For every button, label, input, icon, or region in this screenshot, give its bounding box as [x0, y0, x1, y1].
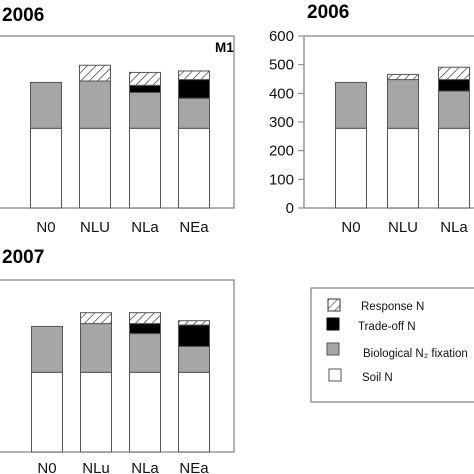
legend-label-response: Response N — [361, 301, 424, 313]
bar-segment-bio — [129, 333, 161, 373]
bar-segment-response — [178, 320, 210, 326]
panel-1-plot-frame — [0, 35, 235, 209]
panel-3-x-tick-label: NEa — [179, 460, 209, 474]
bar-segment-soil — [129, 371, 161, 453]
legend: Response N Trade-off N Biological N₂ fix… — [310, 287, 474, 403]
legend-label-soil: Soil N — [362, 372, 393, 384]
bar-segment-soil — [80, 371, 112, 453]
bar-segment-soil — [438, 127, 470, 209]
panel-2-x-tick-label: NLU — [388, 219, 418, 236]
bar-segment-soil — [178, 371, 210, 453]
y-tick-label: 600 — [269, 28, 294, 45]
panel-1-x-tick-label: NLa — [131, 219, 159, 236]
y-tick-label: 0 — [286, 200, 294, 217]
legend-swatch-bio — [326, 342, 340, 356]
legend-swatch-soil — [328, 368, 342, 382]
bar-segment-bio — [31, 325, 63, 373]
panel-1-x-tick-labels: N0 NLU NLa NEa — [36, 219, 209, 236]
bar-segment-bio — [79, 80, 111, 129]
bar-segment-soil — [129, 127, 161, 209]
bar-segment-trade — [438, 79, 470, 92]
panel-1-x-tick-label: NLU — [80, 219, 110, 236]
panel-2-x-tick-label: NLa — [440, 219, 468, 236]
panel-3-x-tick-label: NLa — [131, 460, 159, 474]
legend-label-trade: Trade-off N — [358, 321, 416, 333]
panel-2: 2006 0 100 200 300 400 500 600 N0 NLU NLa — [269, 2, 474, 236]
bar-segment-response — [178, 70, 210, 81]
bar-segment-response — [129, 312, 161, 325]
legend-label-bio: Biological N₂ fixation — [363, 348, 468, 360]
bar-segment-soil — [178, 127, 210, 209]
bar-segment-soil — [387, 127, 419, 209]
bar-segment-trade — [129, 323, 161, 335]
panel-3-x-tick-labels: N0 NLu NLa NEa — [37, 460, 209, 474]
bar-segment-bio — [178, 346, 210, 373]
bar-segment-response — [129, 71, 161, 86]
bar-segment-response — [387, 73, 419, 81]
bar-segment-trade — [178, 79, 210, 99]
legend-swatch-response — [327, 298, 341, 312]
panel-3-title: 2007 — [2, 247, 44, 268]
bar-segment-soil — [335, 127, 367, 209]
panel-1-x-tick-label: N0 — [36, 219, 55, 236]
bar-segment-response — [80, 312, 112, 325]
panel-1: 2006 M1 N0 NLU NLa NEa — [0, 5, 235, 236]
panel-3: 2007 N0 NLu NLa NEa — [0, 247, 235, 474]
bar-segment-bio — [335, 81, 367, 129]
bar-segment-soil — [31, 371, 63, 453]
y-tick-label: 300 — [269, 114, 294, 131]
bar-segment-bio — [80, 323, 112, 373]
panel-3-x-tick-label: N0 — [37, 460, 56, 474]
bar-segment-bio — [178, 97, 210, 129]
bar-segment-trade — [129, 84, 161, 93]
panel-1-x-tick-label: NEa — [179, 219, 209, 236]
bar-segment-bio — [129, 91, 161, 129]
bar-segment-soil — [79, 127, 111, 209]
panel-2-x-tick-labels: N0 NLU NLa — [341, 219, 468, 236]
y-tick-label: 400 — [269, 85, 294, 102]
y-tick-label: 200 — [269, 143, 294, 160]
panel-3-bars — [31, 312, 210, 453]
bar-segment-bio — [387, 79, 419, 129]
bar-segment-response — [438, 66, 470, 81]
bar-segment-trade — [178, 324, 210, 348]
bar-segment-bio — [30, 81, 62, 129]
y-tick-label: 500 — [269, 57, 294, 74]
panel-1-bars — [30, 64, 210, 209]
bar-segment-bio — [438, 90, 470, 129]
panel-2-x-tick-label: N0 — [341, 219, 360, 236]
panel-2-bars — [335, 66, 470, 209]
panel-1-title: 2006 — [2, 5, 44, 26]
panel-2-y-axis: 0 100 200 300 400 500 600 — [269, 28, 304, 217]
panel-2-title: 2006 — [307, 2, 349, 23]
legend-swatch-trade — [326, 317, 340, 331]
bar-segment-soil — [30, 127, 62, 209]
bar-segment-response — [79, 64, 111, 82]
panel-1-label: M1 — [215, 40, 234, 55]
panel-3-plot-frame — [0, 279, 235, 453]
panel-3-x-tick-label: NLu — [82, 460, 110, 474]
y-tick-label: 100 — [269, 171, 294, 188]
